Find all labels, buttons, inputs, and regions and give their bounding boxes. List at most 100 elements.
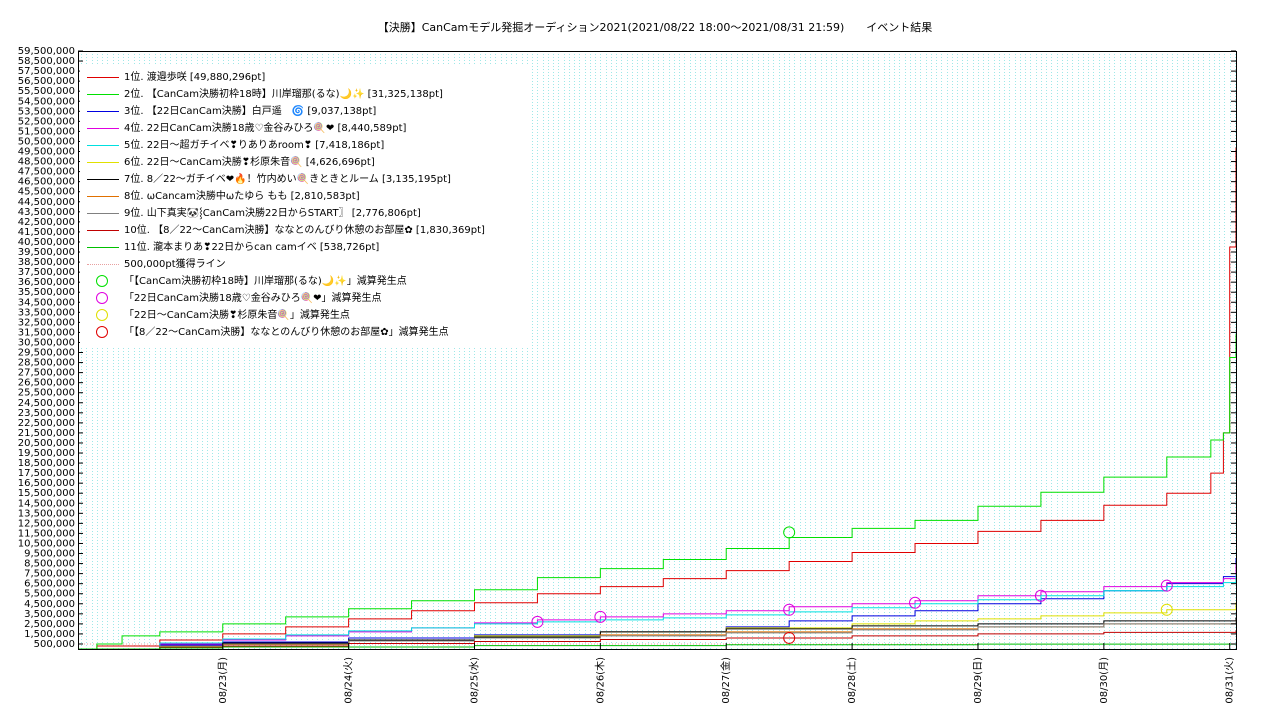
legend-label: 「【CanCam決勝初枠18時】川岸瑠那(るな)🌙✨」減算発生点 xyxy=(124,276,407,287)
y-tick-label: 10,500,000 xyxy=(18,538,75,549)
x-tick-label: 08/23(月) xyxy=(217,657,229,704)
marker-2 xyxy=(594,610,607,623)
y-tick-label: 51,500,000 xyxy=(18,126,75,137)
y-tick-label: 58,500,000 xyxy=(18,56,75,67)
y-tick-label: 5,500,000 xyxy=(24,589,75,600)
y-tick-label: 50,500,000 xyxy=(18,136,75,147)
y-tick-label: 13,500,000 xyxy=(18,508,75,519)
y-tick-label: 12,500,000 xyxy=(18,518,75,529)
series-line-2 xyxy=(78,334,1237,650)
y-tick-label: 18,500,000 xyxy=(18,458,75,469)
y-tick-label: 40,500,000 xyxy=(18,237,75,248)
y-tick-label: 33,500,000 xyxy=(18,307,75,318)
legend-label: 6位. 22日〜CanCam決勝❣杉原朱音🍭 [4,626,696pt] xyxy=(124,157,375,168)
y-tick-label: 29,500,000 xyxy=(18,348,75,359)
y-axis: 500,0001,500,0002,500,0003,500,0004,500,… xyxy=(18,46,1236,650)
legend-label: 2位. 【CanCam決勝初枠18時】川岸瑠那(るな)🌙✨ [31,325,13… xyxy=(124,89,443,100)
x-tick-label: 08/27(金) xyxy=(719,657,732,704)
marker-2 xyxy=(909,596,922,609)
y-tick-label: 39,500,000 xyxy=(18,247,75,258)
legend-label: 「22日〜CanCam決勝❣杉原朱音🍭」減算発生点 xyxy=(124,310,350,321)
y-tick-label: 55,500,000 xyxy=(18,86,75,97)
marker-3 xyxy=(1160,603,1173,616)
y-tick-label: 4,500,000 xyxy=(24,599,75,610)
y-tick-label: 54,500,000 xyxy=(18,96,75,107)
x-tick-label: 08/26(木) xyxy=(594,657,606,704)
marker-2 xyxy=(783,603,796,616)
legend-label: 4位. 22日CanCam決勝18歳♡金谷みひろ🍭❤ [8,440,589pt] xyxy=(124,123,407,134)
y-tick-label: 26,500,000 xyxy=(18,378,75,389)
y-tick-label: 43,500,000 xyxy=(18,207,75,218)
legend-swatch xyxy=(96,275,108,287)
legend-label: 3位. 【22日CanCam決勝】白戸遥 🌀 [9,037,138pt] xyxy=(124,106,377,117)
y-tick-label: 42,500,000 xyxy=(18,217,75,228)
legend-swatch xyxy=(87,94,119,95)
y-tick-label: 21,500,000 xyxy=(18,428,75,439)
x-axis: 08/23(月) 08/24(火) 08/25(水) 08/26(木) 08/27(金)… xyxy=(217,643,1236,704)
legend-swatch xyxy=(87,213,119,214)
y-tick-label: 14,500,000 xyxy=(18,498,75,509)
y-tick-label: 46,500,000 xyxy=(18,177,75,188)
legend-swatch xyxy=(87,264,119,265)
y-tick-label: 20,500,000 xyxy=(18,438,75,449)
y-tick-label: 38,500,000 xyxy=(18,257,75,268)
legend-swatch xyxy=(96,326,108,338)
legend-swatch xyxy=(87,196,119,197)
y-tick-label: 32,500,000 xyxy=(18,317,75,328)
y-tick-label: 22,500,000 xyxy=(18,418,75,429)
y-tick-label: 15,500,000 xyxy=(18,488,75,499)
y-tick-label: 2,500,000 xyxy=(24,619,75,630)
legend-swatch xyxy=(87,111,119,112)
y-tick-label: 17,500,000 xyxy=(18,468,75,479)
legend-swatch xyxy=(87,179,119,180)
legend-label: 8位. ⍵Cancam決勝中⍵たゆら もも [2,810,583pt] xyxy=(124,191,360,202)
y-tick-label: 53,500,000 xyxy=(18,106,75,117)
y-tick-label: 16,500,000 xyxy=(18,478,75,489)
y-tick-label: 3,500,000 xyxy=(24,609,75,620)
y-tick-label: 23,500,000 xyxy=(18,408,75,419)
y-tick-label: 36,500,000 xyxy=(18,277,75,288)
x-tick-label: 08/29(日) xyxy=(973,657,984,704)
y-tick-label: 8,500,000 xyxy=(24,559,75,570)
marker-4 xyxy=(783,631,796,644)
series-line-5 xyxy=(78,574,1237,650)
y-tick-label: 7,500,000 xyxy=(24,569,75,580)
series-line-1 xyxy=(78,147,1237,650)
y-tick-label: 24,500,000 xyxy=(18,398,75,409)
y-tick-label: 25,500,000 xyxy=(18,388,75,399)
y-tick-label: 59,500,000 xyxy=(18,46,75,57)
y-tick-label: 45,500,000 xyxy=(18,187,75,198)
legend-label: 500,000pt獲得ライン xyxy=(124,259,226,270)
legend-swatch xyxy=(87,77,119,78)
y-tick-label: 9,500,000 xyxy=(24,549,75,560)
x-tick-label: 08/30(月) xyxy=(1098,657,1110,704)
x-tick-label: 08/31(火) xyxy=(1224,657,1236,704)
x-tick-label: 08/24(火) xyxy=(343,657,355,704)
legend-label: 「22日CanCam決勝18歳♡金谷みひろ🍭❤」減算発生点 xyxy=(124,293,382,304)
series-line-4 xyxy=(78,564,1237,650)
marker-2 xyxy=(1034,589,1047,602)
legend-swatch xyxy=(87,230,119,231)
y-tick-label: 48,500,000 xyxy=(18,157,75,168)
marker-1 xyxy=(783,526,796,539)
y-tick-label: 31,500,000 xyxy=(18,327,75,338)
marker-2 xyxy=(1160,579,1173,592)
y-tick-label: 52,500,000 xyxy=(18,116,75,127)
plot-frame xyxy=(78,51,1237,650)
y-tick-label: 11,500,000 xyxy=(18,528,75,539)
y-tick-label: 47,500,000 xyxy=(18,167,75,178)
legend-swatch xyxy=(87,145,119,146)
y-tick-label: 28,500,000 xyxy=(18,358,75,369)
legend-label: 「【8／22〜CanCam決勝】ななとのんびり休憩のお部屋✿」減算発生点 xyxy=(124,327,449,338)
legend-label: 10位. 【8／22〜CanCam決勝】ななとのんびり休憩のお部屋✿ [1,83… xyxy=(124,225,485,236)
y-tick-label: 27,500,000 xyxy=(18,368,75,379)
y-tick-label: 49,500,000 xyxy=(18,147,75,158)
marker-2 xyxy=(531,615,544,628)
y-tick-label: 500,000 xyxy=(34,639,75,650)
legend-label: 9位. 山下真実🐼⸾CanCam決勝22日からSTART〗 [2,776,806… xyxy=(124,208,421,219)
legend: 1位. 渡邉歩咲 [49,880,296pt] 2位. 【CanCam決勝初枠18… xyxy=(80,66,532,346)
legend-swatch xyxy=(96,309,108,321)
y-tick-label: 19,500,000 xyxy=(18,448,75,459)
y-tick-label: 37,500,000 xyxy=(18,267,75,278)
